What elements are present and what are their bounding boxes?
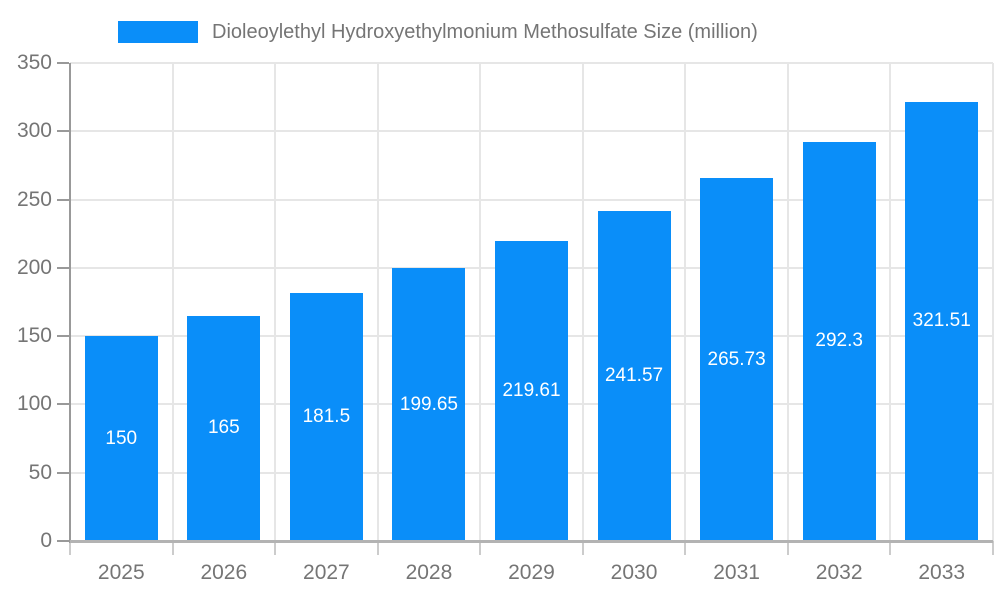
x-axis-label: 2025 [97, 561, 145, 584]
x-axis-tick [171, 541, 174, 555]
bar-value-label: 199.65 [399, 393, 458, 415]
v-gridline [274, 63, 277, 541]
bar-value-label: 165 [207, 417, 240, 439]
bar-2026[interactable] [187, 315, 261, 541]
x-axis-tick [274, 541, 277, 555]
bar-value-label: 321.51 [912, 310, 971, 332]
v-gridline [376, 63, 379, 541]
v-gridline [786, 63, 789, 541]
y-axis-tick [57, 198, 69, 201]
x-axis-label: 2027 [303, 561, 350, 584]
h-gridline [70, 198, 993, 201]
v-gridline [684, 63, 687, 541]
x-axis-tick [786, 541, 789, 555]
bar-2027[interactable] [289, 293, 363, 541]
bar-2029[interactable] [495, 241, 568, 541]
x-axis-tick [376, 541, 379, 555]
y-axis-label: 200 [16, 255, 52, 279]
x-axis-label: 2033 [918, 561, 966, 584]
y-axis-label: 350 [16, 51, 52, 74]
x-axis-tick [581, 541, 584, 555]
v-gridline [992, 63, 994, 541]
h-gridline [70, 62, 993, 64]
y-axis-tick [57, 62, 69, 64]
bar-2030[interactable] [597, 211, 671, 541]
bar-2031[interactable] [700, 178, 774, 541]
chart-title: Dioleoylethyl Hydroxyethylmonium Methosu… [212, 21, 758, 43]
x-axis-label: 2028 [405, 561, 453, 584]
bar-2025[interactable] [84, 336, 158, 541]
x-axis-tick [69, 541, 71, 555]
x-axis-label: 2032 [815, 561, 863, 584]
bar-2028[interactable] [392, 268, 466, 541]
bar-value-label: 181.5 [302, 406, 351, 428]
x-axis-tick [992, 541, 994, 555]
x-axis-tick [479, 541, 482, 555]
x-axis-label: 2026 [200, 561, 248, 584]
x-axis-tick [889, 541, 892, 555]
bar-value-label: 241.57 [604, 365, 664, 387]
x-axis-label: 2031 [713, 561, 760, 584]
y-axis-tick [57, 403, 69, 406]
v-gridline [171, 63, 174, 541]
y-axis-tick [57, 540, 69, 542]
bar-value-label: 219.61 [502, 380, 561, 402]
v-gridline [581, 63, 584, 541]
bar-value-label: 150 [105, 427, 138, 449]
y-axis-tick [57, 266, 69, 269]
y-axis-tick [57, 130, 69, 133]
bar-2033[interactable] [905, 101, 979, 541]
y-axis-tick [57, 335, 69, 338]
bar-value-label: 265.73 [707, 348, 766, 370]
v-gridline [479, 63, 482, 541]
y-axis-line [69, 63, 71, 543]
x-axis-tick [684, 541, 687, 555]
legend-swatch[interactable] [118, 21, 198, 43]
bar-2032[interactable] [802, 141, 876, 541]
y-axis-label: 300 [16, 119, 52, 143]
y-axis-tick [57, 471, 69, 474]
y-axis-label: 250 [16, 187, 52, 211]
y-axis-label: 100 [16, 392, 52, 416]
x-axis-baseline [70, 540, 993, 543]
x-axis-label: 2030 [610, 561, 658, 584]
y-axis-label: 0 [40, 529, 52, 552]
h-gridline [70, 130, 993, 133]
v-gridline [889, 63, 892, 541]
bar-value-label: 292.3 [815, 330, 863, 352]
y-axis-label: 50 [28, 460, 52, 484]
x-axis-label: 2029 [508, 561, 555, 584]
y-axis-label: 150 [16, 324, 52, 348]
